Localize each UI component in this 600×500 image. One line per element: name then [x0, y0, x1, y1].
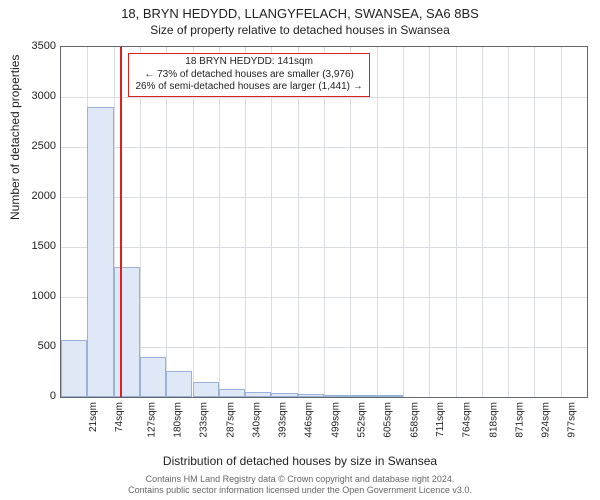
- y-tick-label: 1000: [6, 290, 56, 302]
- grid-v: [482, 47, 483, 397]
- histogram-bar: [271, 393, 297, 397]
- histogram-bar: [193, 382, 219, 397]
- marker-line: [120, 47, 122, 397]
- y-tick-label: 3000: [6, 90, 56, 102]
- histogram-bar: [245, 392, 271, 397]
- y-tick-label: 2000: [6, 190, 56, 202]
- title-block: 18, BRYN HEDYDD, LLANGYFELACH, SWANSEA, …: [0, 0, 600, 37]
- footer: Contains HM Land Registry data © Crown c…: [0, 474, 600, 496]
- x-tick-label: 393sqm: [278, 402, 289, 438]
- grid-v: [324, 47, 325, 397]
- x-tick-label: 446sqm: [304, 402, 315, 438]
- x-tick-label: 287sqm: [225, 402, 236, 438]
- y-tick-label: 500: [6, 340, 56, 352]
- grid-v: [219, 47, 220, 397]
- x-axis-label: Distribution of detached houses by size …: [0, 454, 600, 468]
- x-tick-label: 605sqm: [383, 402, 394, 438]
- x-tick-label: 552sqm: [357, 402, 368, 438]
- x-tick-label: 340sqm: [251, 402, 262, 438]
- histogram-bar: [377, 395, 403, 397]
- histogram-bar: [324, 395, 350, 397]
- histogram-bar: [87, 107, 113, 397]
- histogram-bar: [61, 340, 87, 397]
- grid-v: [193, 47, 194, 397]
- footer-line-2: Contains public sector information licen…: [0, 485, 600, 496]
- histogram-bar: [298, 394, 324, 397]
- annotation-line: 18 BRYN HEDYDD: 141sqm: [135, 56, 362, 69]
- x-tick-label: 499sqm: [330, 402, 341, 438]
- histogram-bar: [114, 267, 140, 397]
- grid-v: [508, 47, 509, 397]
- grid-v: [245, 47, 246, 397]
- y-tick-label: 2500: [6, 140, 56, 152]
- y-tick-label: 0: [6, 390, 56, 402]
- x-tick-label: 764sqm: [462, 402, 473, 438]
- histogram-bar: [166, 371, 192, 397]
- x-tick-label: 658sqm: [409, 402, 420, 438]
- grid-v: [534, 47, 535, 397]
- plot-area: 18 BRYN HEDYDD: 141sqm← 73% of detached …: [60, 46, 588, 398]
- chart-container: Number of detached properties 18 BRYN HE…: [0, 40, 600, 460]
- x-tick-label: 180sqm: [172, 402, 183, 438]
- histogram-bar: [140, 357, 166, 397]
- histogram-bar: [350, 395, 376, 397]
- grid-v: [561, 47, 562, 397]
- grid-v: [166, 47, 167, 397]
- x-tick-label: 127sqm: [146, 402, 157, 438]
- annotation-line: ← 73% of detached houses are smaller (3,…: [135, 69, 362, 82]
- x-tick-label: 74sqm: [114, 402, 125, 432]
- histogram-bar: [219, 389, 245, 397]
- page-subtitle: Size of property relative to detached ho…: [0, 23, 600, 37]
- grid-v: [456, 47, 457, 397]
- annotation-box: 18 BRYN HEDYDD: 141sqm← 73% of detached …: [128, 53, 369, 97]
- footer-line-1: Contains HM Land Registry data © Crown c…: [0, 474, 600, 485]
- grid-v: [377, 47, 378, 397]
- y-tick-label: 1500: [6, 240, 56, 252]
- grid-v: [403, 47, 404, 397]
- grid-v: [429, 47, 430, 397]
- x-tick-label: 977sqm: [567, 402, 578, 438]
- y-tick-label: 3500: [6, 40, 56, 52]
- grid-v: [140, 47, 141, 397]
- x-tick-label: 233sqm: [199, 402, 210, 438]
- x-tick-label: 21sqm: [88, 402, 99, 432]
- grid-v: [271, 47, 272, 397]
- x-tick-label: 924sqm: [541, 402, 552, 438]
- grid-v: [298, 47, 299, 397]
- annotation-line: 26% of semi-detached houses are larger (…: [135, 81, 362, 94]
- x-tick-label: 871sqm: [514, 402, 525, 438]
- x-tick-label: 818sqm: [488, 402, 499, 438]
- page-title: 18, BRYN HEDYDD, LLANGYFELACH, SWANSEA, …: [0, 6, 600, 21]
- x-tick-label: 711sqm: [435, 402, 446, 437]
- grid-v: [350, 47, 351, 397]
